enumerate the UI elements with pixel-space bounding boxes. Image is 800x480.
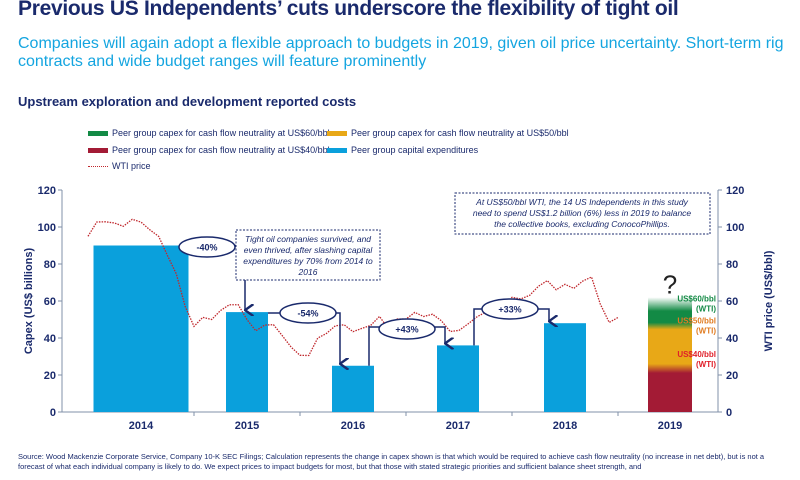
x-tick-label: 2018 [553,420,577,432]
bar-capex-2015 [226,312,268,412]
y2-tick-label: 120 [726,185,744,197]
x-tick-label: 2015 [235,420,259,432]
bar-capex-2014 [93,245,189,412]
y2-axis-label: WTI price (US$/bbl) [763,250,775,351]
y-tick-label: 0 [50,407,56,419]
legend-item-wti: WTI price [88,161,151,171]
x-tick-label: 2019 [658,420,682,432]
page-title: Previous US Independents’ cuts underscor… [18,0,679,20]
annotation-box-2 [454,192,711,235]
annotation-1-line: even thrived, after slashing capital [244,245,374,255]
x-tick-label: 2014 [129,420,154,432]
label-2019-0: US$60/bbl [677,294,716,303]
y2-tick-label: 0 [726,407,732,419]
change-bubble-0 [178,236,236,258]
legend-label: WTI price [112,161,151,171]
change-bubble-2 [378,318,436,340]
bar-2019-cashflow-neutrality [648,297,692,412]
legend-label: Peer group capex for cash flow neutralit… [112,128,330,138]
change-label-1: -54% [297,309,318,319]
label-2019-wti-0: (WTI) [696,304,716,313]
y2-tick-label: 40 [726,333,738,345]
footer-source: Source: Wood Mackenzie Corporate Service… [18,452,765,471]
y-tick-label: 120 [38,185,56,197]
annotation-1-line: Tight oil companies survived, and [245,234,371,244]
bar-capex-2018 [544,323,586,412]
change-label-3: +33% [498,305,521,315]
y2-tick-label: 20 [726,370,738,382]
change-bubble-1 [279,302,337,324]
annotation-2-line: need to spend US$1.2 billion (6%) less i… [473,208,692,218]
label-2019-2: US$40/bbl [677,350,716,359]
legend-item-60: Peer group capex for cash flow neutralit… [88,128,330,138]
label-2019-1: US$50/bbl [677,317,716,326]
y-axis-label: Capex (US$ billions) [23,247,35,354]
x-tick-label: 2016 [341,420,365,432]
legend-item-50: Peer group capex for cash flow neutralit… [327,128,569,138]
legend-label: Peer group capex for cash flow neutralit… [351,128,569,138]
bar-capex-2016 [332,365,374,412]
chart-title: Upstream exploration and development rep… [18,94,357,109]
bar-capex-2017 [437,345,479,412]
change-bubble-3 [481,298,539,320]
y-tick-label: 40 [44,333,56,345]
change-label-2: +43% [395,325,418,335]
label-2019-wti-1: (WTI) [696,327,716,336]
subtitle: Companies will again adopt a flexible ap… [18,35,784,70]
legend-label: Peer group capex for cash flow neutralit… [112,145,330,155]
question-mark: ? [663,269,677,299]
annotation-box-1 [235,229,381,281]
legend-item-40: Peer group capex for cash flow neutralit… [88,145,330,155]
y2-tick-label: 60 [726,296,738,308]
wti-price-line [87,218,619,357]
label-2019-wti-2: (WTI) [696,360,716,369]
x-tick-label: 2017 [446,420,470,432]
annotation-1-line: expenditures by 70% from 2014 to [243,256,373,266]
y-tick-label: 20 [44,370,56,382]
annotation-2-line: At US$50/bbl WTI, the 14 US Independents… [475,197,688,207]
legend-label: Peer group capital expenditures [351,145,479,155]
y2-tick-label: 80 [726,259,738,271]
y-tick-label: 60 [44,296,56,308]
annotation-2-line: the collective books, excluding ConocoPh… [494,219,670,229]
change-label-0: -40% [196,243,217,253]
y2-tick-label: 100 [726,222,744,234]
y-tick-label: 80 [44,259,56,271]
annotation-1-line: 2016 [298,267,318,277]
legend-item-capex: Peer group capital expenditures [327,145,478,155]
y-tick-label: 100 [38,222,56,234]
